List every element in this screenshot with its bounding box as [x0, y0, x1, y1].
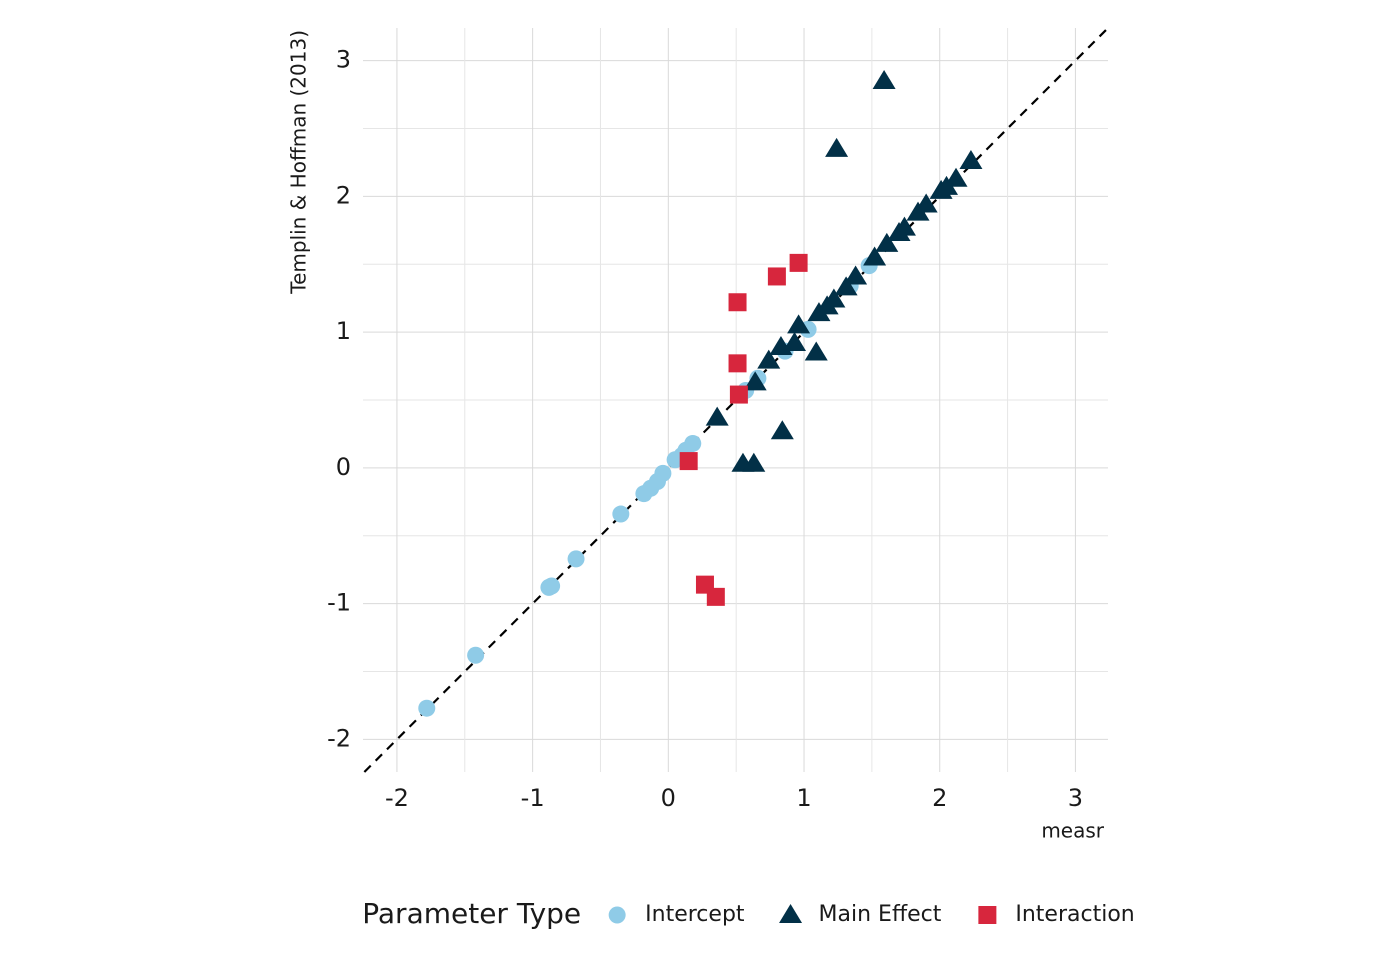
point	[770, 420, 794, 440]
x-tick-label: -2	[385, 784, 409, 812]
point	[612, 505, 630, 523]
point	[742, 452, 766, 472]
point	[679, 452, 698, 471]
x-tick-label: 3	[1068, 784, 1083, 812]
x-tick-label: 0	[661, 784, 676, 812]
point	[418, 699, 436, 717]
point	[804, 341, 828, 361]
point	[728, 354, 747, 373]
point	[654, 464, 672, 482]
y-tick-label: 2	[336, 181, 351, 209]
point	[543, 577, 561, 595]
point	[467, 646, 485, 664]
point	[844, 265, 868, 285]
y-tick-label: 1	[336, 317, 351, 345]
x-tick-label: 1	[796, 784, 811, 812]
point	[705, 406, 729, 426]
legend-key	[608, 906, 626, 924]
point	[783, 331, 807, 351]
legend-title: Parameter Type	[362, 897, 581, 930]
legend-label: Main Effect	[819, 902, 942, 927]
y-tick-label: -2	[327, 724, 351, 752]
y-tick-label: -1	[327, 589, 351, 617]
point	[887, 222, 911, 242]
point	[959, 150, 983, 170]
x-tick-label: 2	[932, 784, 947, 812]
legend-label: Interaction	[1015, 902, 1134, 927]
point	[872, 69, 896, 89]
point	[728, 293, 747, 312]
x-tick-label: -1	[521, 784, 545, 812]
point	[684, 434, 702, 452]
x-axis-title: measr	[1041, 819, 1104, 843]
point	[906, 201, 930, 221]
point	[769, 336, 793, 356]
point	[743, 371, 767, 391]
y-tick-label: 0	[336, 453, 351, 481]
point	[757, 349, 781, 369]
legend-key	[779, 904, 803, 923]
point	[863, 246, 887, 266]
y-axis-title: Templin & Hoffman (2013)	[287, 30, 311, 295]
point	[825, 137, 849, 157]
point	[944, 167, 968, 187]
point	[767, 267, 786, 286]
point	[706, 587, 725, 606]
point	[929, 179, 953, 199]
point	[807, 302, 831, 322]
point	[787, 314, 811, 334]
point	[567, 550, 585, 568]
point	[789, 253, 808, 272]
y-tick-label: 3	[336, 46, 351, 74]
legend-label: Intercept	[645, 902, 745, 927]
point	[834, 276, 858, 296]
point	[729, 385, 748, 404]
point	[875, 232, 899, 252]
legend-key	[978, 906, 997, 924]
